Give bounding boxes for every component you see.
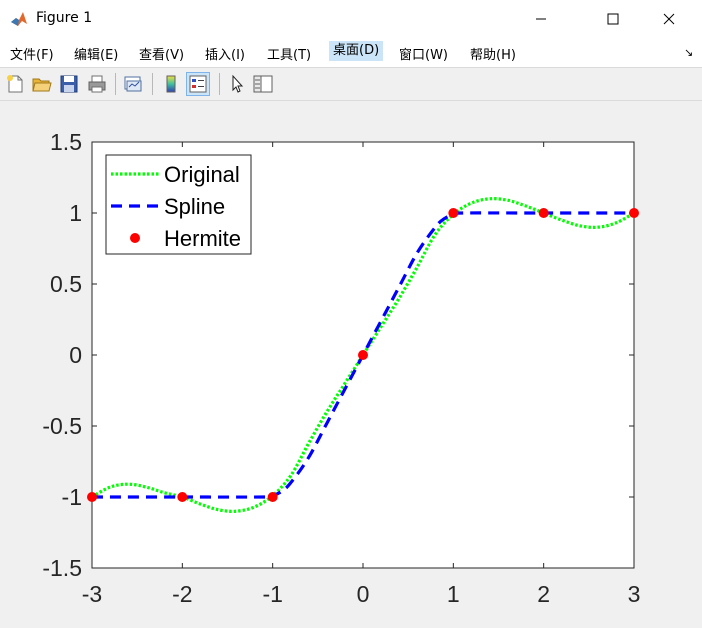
menu-desktop[interactable]: 桌面(D) (329, 41, 384, 61)
menu-window[interactable]: 窗口(W) (399, 48, 448, 63)
menu-insert[interactable]: 插入(I) (205, 48, 245, 63)
x-tick-labels: -3 -2 -1 0 1 2 3 (82, 581, 641, 607)
menu-file[interactable]: 文件(F) (10, 48, 54, 63)
title-bar[interactable]: Figure 1 (0, 0, 702, 38)
y-tick-label: 0.5 (50, 271, 82, 297)
toolbar (0, 68, 702, 101)
minimize-icon[interactable] (518, 0, 564, 38)
hermite-point (358, 350, 368, 360)
menu-edit[interactable]: 编辑(E) (74, 48, 119, 63)
edit-plot-arrow-icon[interactable] (226, 73, 248, 95)
undock-arrow-icon[interactable]: ↘ (684, 46, 694, 59)
legend-entry-label: Original (164, 162, 240, 187)
y-tick-label: 0 (69, 342, 82, 368)
y-tick-label: 1 (69, 200, 82, 226)
x-tick-label: 1 (447, 581, 460, 607)
open-file-icon[interactable] (31, 73, 53, 95)
maximize-icon[interactable] (590, 0, 636, 38)
save-icon[interactable] (58, 73, 80, 95)
x-tick-label: 2 (537, 581, 550, 607)
legend-entry-label: Hermite (164, 226, 241, 251)
matlab-icon (10, 10, 28, 28)
x-tick-label: 3 (628, 581, 641, 607)
toolbar-separator (219, 73, 220, 95)
axis-ticks (91, 141, 635, 569)
y-tick-label: -1 (62, 484, 82, 510)
insert-legend-icon[interactable] (186, 72, 210, 96)
insert-colorbar-icon[interactable] (160, 73, 182, 95)
y-tick-label: -0.5 (42, 413, 82, 439)
y-tick-label: 1.5 (50, 129, 82, 155)
menu-help[interactable]: 帮助(H) (470, 48, 516, 63)
legend[interactable]: Original Spline Hermite (105, 154, 252, 255)
print-icon[interactable] (86, 73, 108, 95)
legend-entry-label: Spline (164, 194, 225, 219)
link-plot-icon[interactable] (122, 73, 144, 95)
x-tick-label: -2 (172, 581, 192, 607)
menu-bar: 文件(F) 编辑(E) 查看(V) 插入(I) 工具(T) 桌面(D) 窗口(W… (0, 38, 702, 68)
toolbar-separator (152, 73, 153, 95)
figure-canvas[interactable]: -3 -2 -1 0 1 2 3 1.5 1 0.5 0 -0.5 -1 -1.5 Original Sp… (0, 101, 702, 628)
toolbar-separator (115, 73, 116, 95)
legend-hermite-swatch (130, 233, 140, 243)
y-tick-label: -1.5 (42, 555, 82, 581)
plot-series (87, 197, 639, 513)
x-tick-label: -3 (82, 581, 102, 607)
menu-view[interactable]: 查看(V) (139, 48, 185, 63)
hermite-point (267, 492, 278, 502)
x-tick-label: -1 (262, 581, 282, 607)
x-tick-label: 0 (357, 581, 370, 607)
hermite-point (538, 208, 549, 218)
hermite-point (448, 208, 459, 218)
new-figure-icon[interactable] (4, 73, 26, 95)
hermite-point (629, 208, 639, 218)
close-icon[interactable] (646, 0, 692, 38)
property-inspector-icon[interactable] (252, 73, 274, 95)
window-title: Figure 1 (36, 10, 93, 26)
y-tick-labels: 1.5 1 0.5 0 -0.5 -1 -1.5 (42, 129, 82, 581)
hermite-point (87, 492, 97, 502)
menu-tools[interactable]: 工具(T) (267, 48, 312, 63)
hermite-point (177, 492, 188, 502)
